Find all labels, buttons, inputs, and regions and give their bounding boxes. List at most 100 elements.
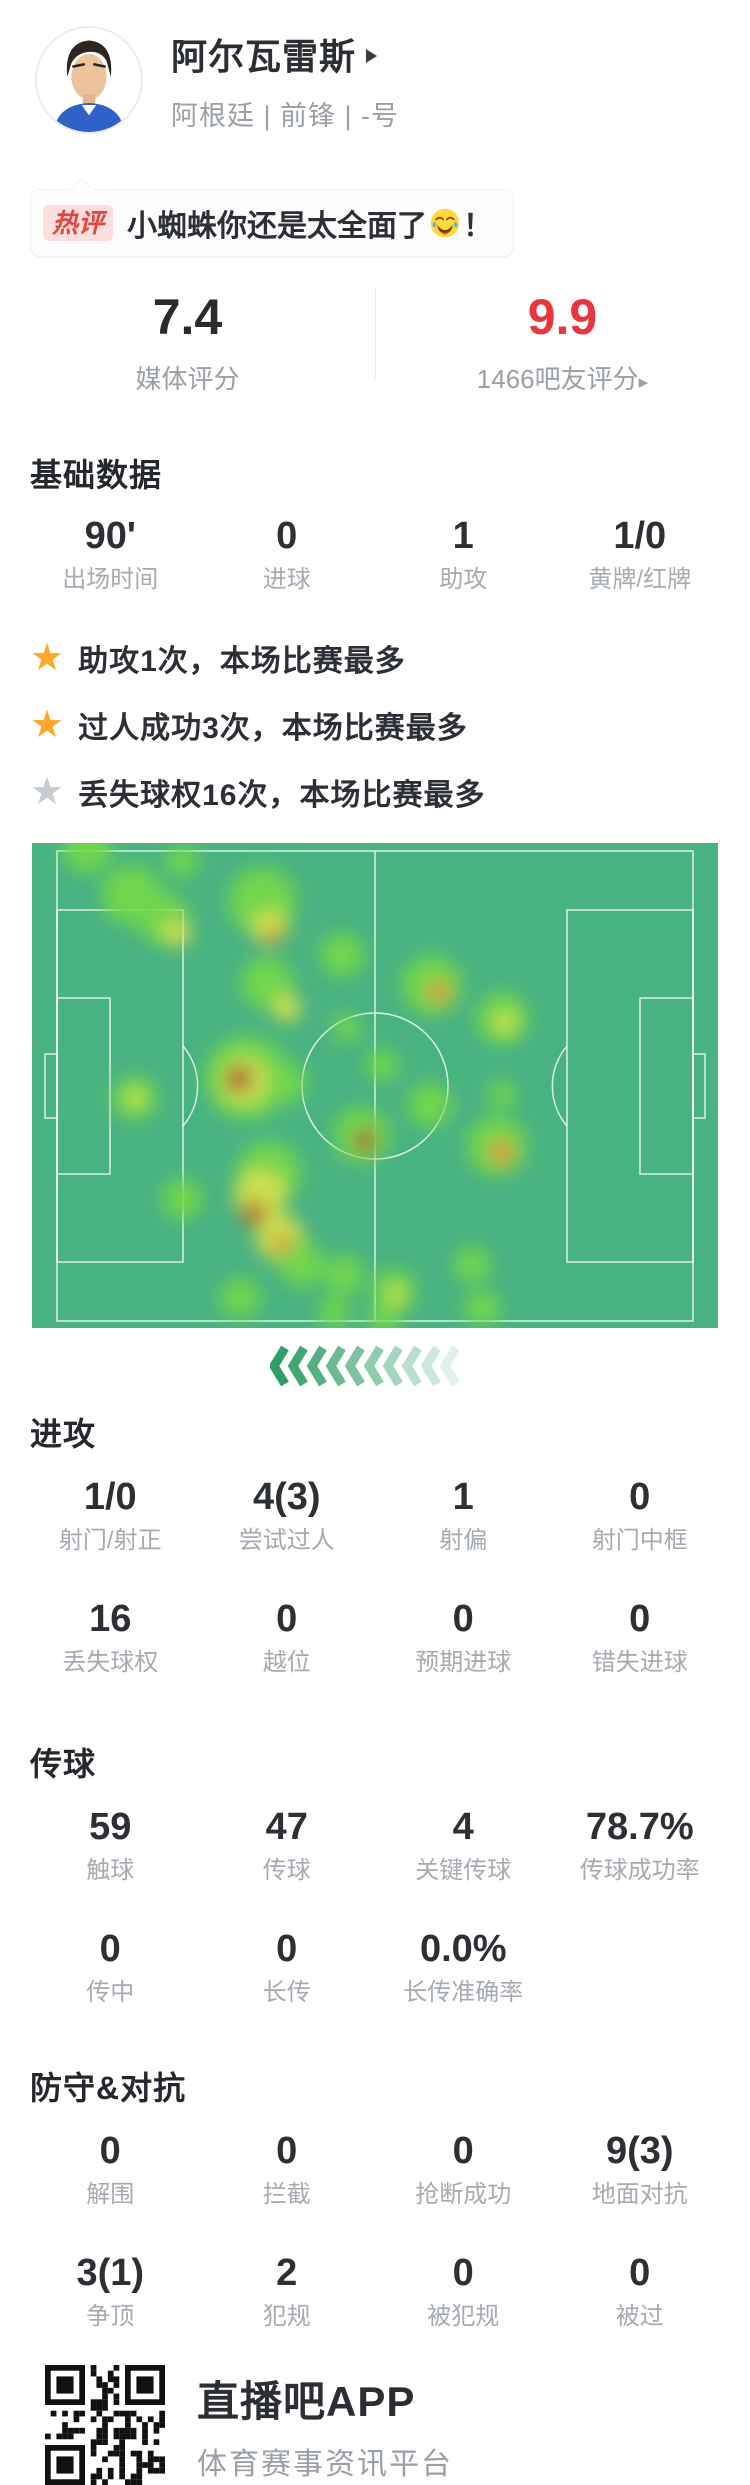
player-name: 阿尔瓦雷斯 [171, 35, 357, 77]
stat-label: 争顶 [86, 2303, 135, 2330]
stat-value: 9(3) [605, 2130, 674, 2172]
stat-label: 丢失球权 [62, 1649, 159, 1676]
stat-label: 射门/射正 [58, 1527, 162, 1554]
stat-cell: 0 解围 [22, 2129, 199, 2209]
stat-label: 出场时间 [62, 566, 159, 593]
highlight-text: 丢失球权16次，本场比赛最多 [78, 779, 486, 812]
stat-cell: 0 越位 [199, 1597, 376, 1677]
stat-cell: 16 丢失球权 [22, 1597, 199, 1677]
stat-label: 黄牌/红牌 [588, 566, 692, 593]
laughing-crying-emoji-icon [430, 208, 460, 238]
player-photo [37, 28, 141, 132]
stat-label: 传球成功率 [579, 1857, 700, 1884]
stat-cell: 0 预期进球 [375, 1597, 552, 1677]
basic-data-title: 基础数据 [30, 457, 163, 493]
app-tagline: 体育赛事资讯平台 [197, 2447, 453, 2481]
stat-label: 错失进球 [591, 1649, 688, 1676]
stat-label: 传球 [262, 1857, 311, 1884]
stat-label: 犯规 [262, 2303, 311, 2330]
star-icon: ★ [30, 637, 65, 679]
stat-cell: 1/0 黄牌/红牌 [552, 514, 729, 594]
star-icon-muted: ★ [30, 771, 65, 813]
stat-value: 0 [276, 2130, 298, 2172]
passing-section-title: 传球 [30, 1746, 97, 1782]
stat-value: 0 [629, 1598, 651, 1640]
stat-value: 16 [89, 1598, 132, 1640]
stat-value: 47 [265, 1806, 308, 1848]
fans-rating[interactable]: 9.9 1466吧友评分▸ [375, 289, 750, 396]
heat-blobs [63, 825, 528, 1337]
attack-row-1: 1/0 射门/射正 4(3) 尝试过人 1 射偏 0 射门中框 [0, 1475, 750, 1555]
highlight-item: ★ 过人成功3次，本场比赛最多 [30, 701, 720, 749]
stat-cell: 78.7% 传球成功率 [552, 1805, 729, 1885]
passing-row-2: 0 传中 0 长传 0.0% 长传准确率 [0, 1927, 750, 2007]
stat-value: 0 [629, 1476, 651, 1518]
highlight-text: 助攻1次，本场比赛最多 [78, 645, 406, 678]
stat-cell: 4(3) 尝试过人 [199, 1475, 376, 1555]
hot-comment-punctuation: ！ [463, 210, 494, 243]
stat-value: 1 [452, 1476, 474, 1518]
stat-value: 0 [629, 2252, 651, 2294]
app-name: 直播吧APP [197, 2377, 416, 2425]
stat-value: 0 [276, 1928, 298, 1970]
stat-cell: 0 错失进球 [552, 1597, 729, 1677]
defense-row-2: 3(1) 争顶 2 犯规 0 被犯规 0 被过 [0, 2251, 750, 2331]
stat-cell: 0 被过 [552, 2251, 729, 2331]
fans-rating-label: 1466吧友评分▸ [375, 359, 750, 396]
player-avatar[interactable] [35, 26, 143, 134]
stat-label: 尝试过人 [238, 1527, 335, 1554]
highlights-list: ★ 助攻1次，本场比赛最多 ★ 过人成功3次，本场比赛最多 ★ 丢失球权16次，… [30, 634, 720, 816]
stat-value: 4 [452, 1806, 474, 1848]
highlight-item: ★ 助攻1次，本场比赛最多 [30, 634, 720, 682]
stat-label: 解围 [86, 2181, 135, 2208]
defense-row-1: 0 解围 0 拦截 0 抢断成功 9(3) 地面对抗 [0, 2129, 750, 2209]
stat-cell-empty [552, 1927, 729, 2007]
stat-label: 传中 [86, 1979, 135, 2006]
media-rating: 7.4 媒体评分 [0, 289, 375, 396]
attack-section-title: 进攻 [30, 1416, 97, 1452]
stat-value: 3(1) [76, 2252, 145, 2294]
caret-right-icon: ▸ [638, 372, 649, 393]
ratings-divider [375, 287, 376, 379]
stat-label: 射门中框 [591, 1527, 688, 1554]
player-name-link[interactable]: 阿尔瓦雷斯 [171, 28, 399, 80]
app-footer: 直播吧APP 体育赛事资讯平台 [45, 2365, 750, 2485]
stat-cell: 1/0 射门/射正 [22, 1475, 199, 1555]
stat-cell: 1 助攻 [375, 514, 552, 594]
stat-value: 0 [452, 2252, 474, 2294]
highlight-item: ★ 丢失球权16次，本场比赛最多 [30, 768, 720, 816]
stat-label: 长传准确率 [403, 1979, 524, 2006]
player-heatmap [32, 825, 718, 1337]
stat-cell: 59 触球 [22, 1805, 199, 1885]
stat-label: 抢断成功 [415, 2181, 512, 2208]
stat-value: 1/0 [613, 515, 667, 557]
stat-value: 0 [99, 1928, 121, 1970]
stat-value: 78.7% [585, 1806, 694, 1848]
hot-comment-bubble[interactable]: 热评 小蜘蛛你还是太全面了 ！ [30, 189, 515, 257]
fans-rating-label-text: 1466吧友评分 [476, 364, 639, 394]
basic-data-row: 90' 出场时间 0 进球 1 助攻 1/0 黄牌/红牌 [0, 514, 750, 594]
star-icon: ★ [30, 704, 65, 746]
stat-value: 0.0% [419, 1928, 507, 1970]
hot-comment-badge: 热评 [43, 205, 114, 241]
stat-label: 被犯规 [427, 2303, 500, 2330]
fans-rating-value: 9.9 [527, 289, 598, 345]
stat-label: 越位 [262, 1649, 311, 1676]
stat-label: 长传 [262, 1979, 311, 2006]
stat-value: 59 [89, 1806, 132, 1848]
hot-comment-text: 小蜘蛛你还是太全面了 ！ [127, 201, 493, 245]
stat-cell: 47 传球 [199, 1805, 376, 1885]
media-rating-label: 媒体评分 [135, 364, 240, 394]
stat-cell: 0 长传 [199, 1927, 376, 2007]
stat-cell: 4 关键传球 [375, 1805, 552, 1885]
stat-label: 地面对抗 [591, 2181, 688, 2208]
stat-value: 0 [276, 1598, 298, 1640]
ratings-panel: 7.4 媒体评分 9.9 1466吧友评分▸ [0, 275, 750, 406]
stat-value: 1/0 [83, 1476, 137, 1518]
stat-cell: 3(1) 争顶 [22, 2251, 199, 2331]
stat-value: 4(3) [252, 1476, 321, 1518]
stat-cell: 0 射门中框 [552, 1475, 729, 1555]
stat-cell: 0 被犯规 [375, 2251, 552, 2331]
stat-label: 进球 [262, 566, 311, 593]
stat-cell: 2 犯规 [199, 2251, 376, 2331]
